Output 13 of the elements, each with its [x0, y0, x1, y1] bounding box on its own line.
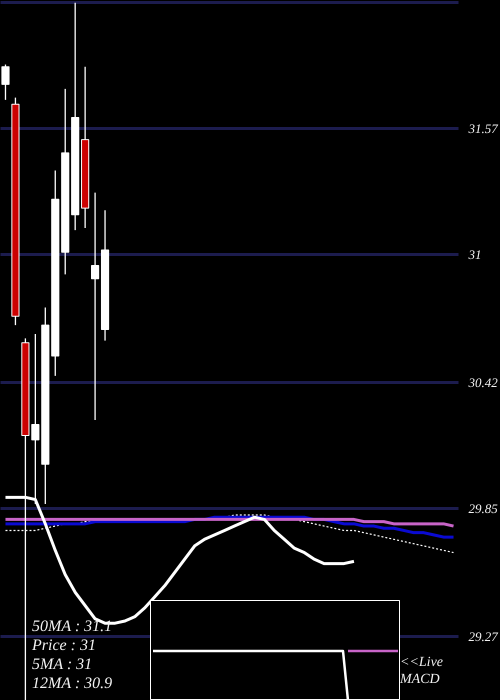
annotation: 5MA : 31	[32, 655, 94, 674]
annotation: 12MA : 30.9	[32, 674, 112, 693]
y-tick-label: 31	[468, 246, 482, 262]
annotation: 50MA : 31.1	[32, 617, 112, 636]
candlestick	[91, 192, 100, 421]
annotation: <<Live MACD	[400, 654, 444, 688]
y-tick-label: 29.85	[468, 500, 498, 516]
y-tick-label: 29.27	[468, 628, 498, 644]
y-tick-label: 30.42	[468, 375, 498, 390]
candlestick	[1, 64, 10, 101]
annotation: Price : 31	[32, 636, 97, 655]
y-tick-label: 31.57	[468, 121, 498, 136]
line-series	[4, 518, 456, 528]
